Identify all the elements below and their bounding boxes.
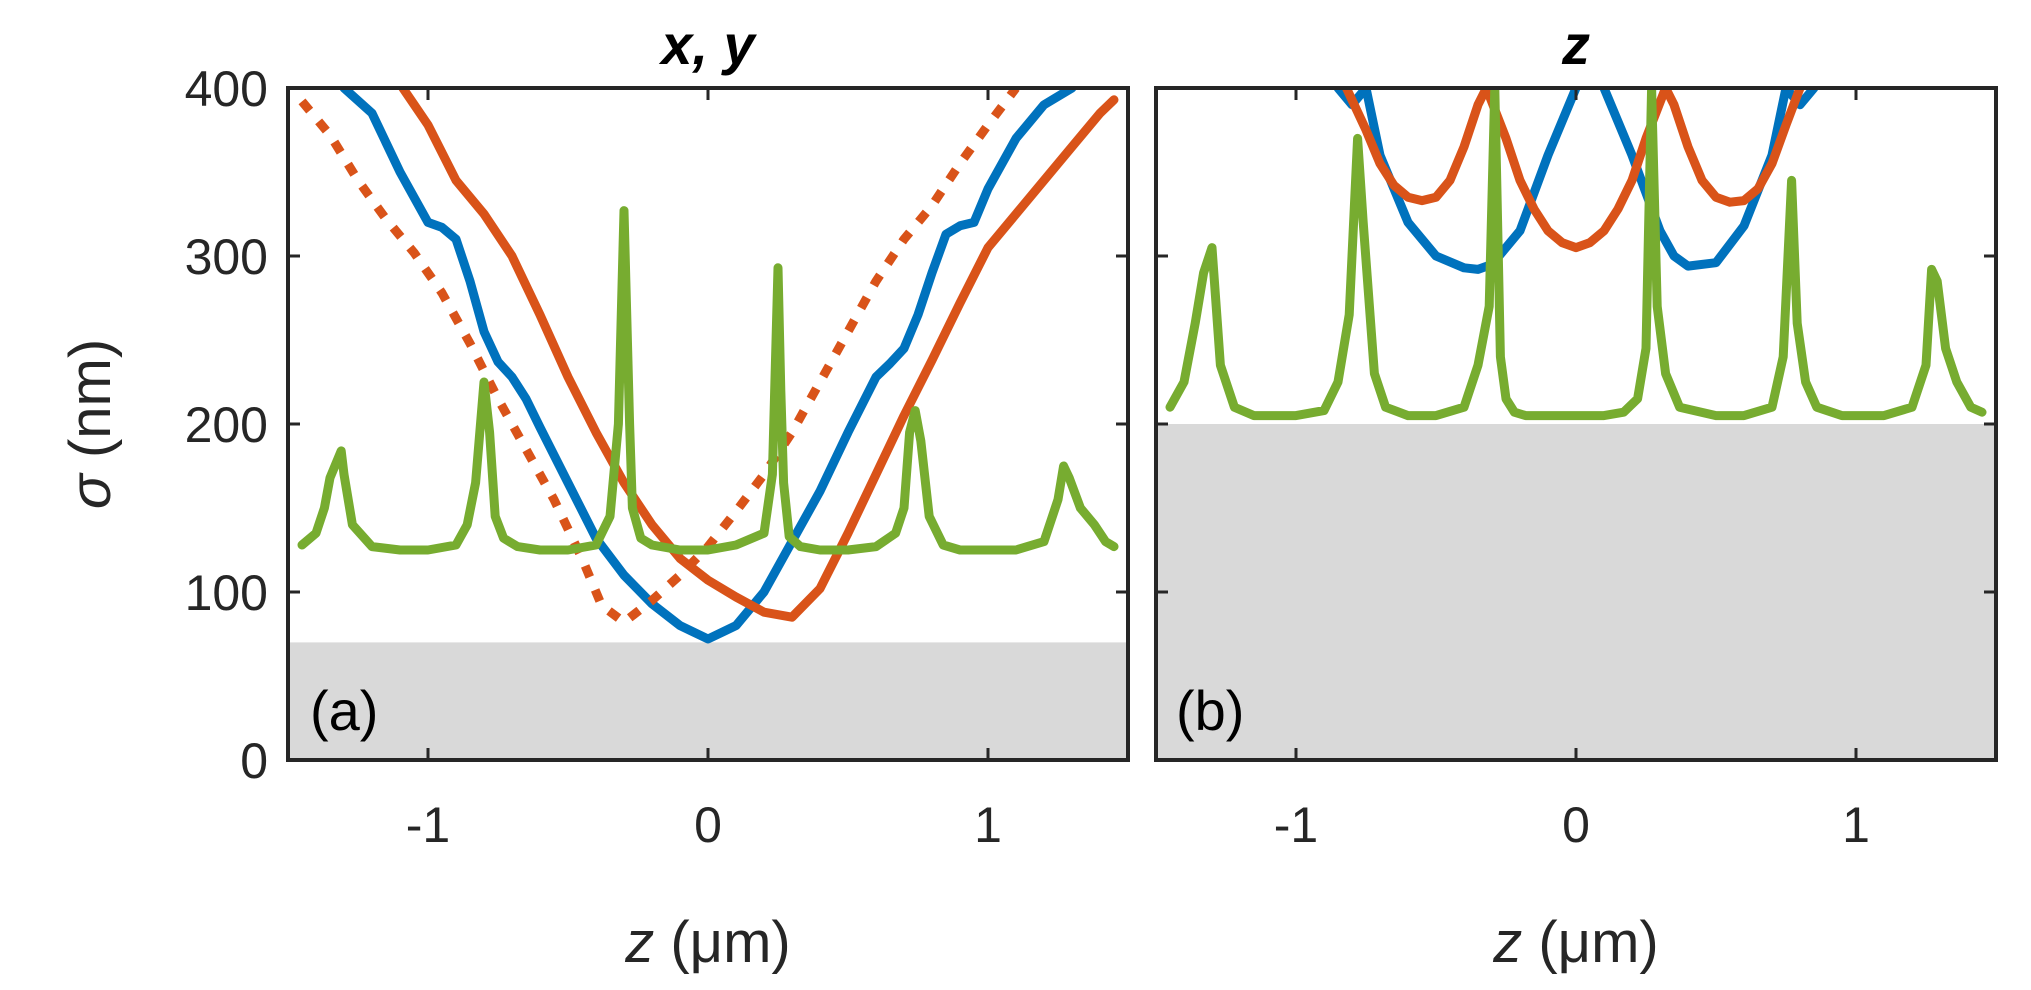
panel-b-shaded-region (1156, 424, 1996, 760)
panel-a-y-tick-label: 200 (185, 397, 268, 453)
panel-a-series-orange-dotted (298, 88, 1020, 627)
panel-a-ylabel: σ (nm) (58, 339, 123, 509)
panel-a-y-tick-label: 0 (240, 733, 268, 789)
panel-a-y-tick-label: 300 (185, 229, 268, 285)
panel-b-xlabel-unit: (μm) (1522, 910, 1658, 975)
panel-a-letter: (a) (310, 679, 378, 742)
panel-b-x-tick-label: 0 (1562, 797, 1590, 853)
panel-b-series-orange-2 (1481, 88, 1671, 253)
panel-a-ylabel-var: σ (58, 472, 123, 509)
panel-a-series-green (297, 206, 1119, 555)
panel-a-series-blue (339, 88, 1077, 644)
panel-b-title: z (1561, 13, 1590, 76)
panel-a-series-group (297, 88, 1119, 644)
panel-b-series-green (1165, 88, 1987, 421)
panel-a-y-tick-label: 100 (185, 565, 268, 621)
panel-a-title: x, y (658, 13, 757, 76)
panel-a-x-tick-label: 1 (974, 797, 1002, 853)
panel-a-ticks: -1 0 1 0 100 200 300 400 (185, 61, 1128, 853)
panel-b-series-orange-1 (1341, 88, 1491, 206)
panel-b-series-blue-left (1333, 88, 1581, 274)
panel-a-x-tick-label: 0 (694, 797, 722, 853)
panel-b-series-orange-3 (1661, 88, 1805, 207)
panel-b-xlabel-var: z (1492, 910, 1522, 975)
panel-b-ticks: -1 0 1 (1156, 86, 1996, 853)
panel-a-xlabel-unit: (μm) (654, 910, 790, 975)
panel-b: -1 0 1 z (b) z (μm) (1154, 13, 1998, 975)
panel-b-x-tick-label: -1 (1274, 797, 1318, 853)
panel-a-xlabel-var: z (624, 910, 654, 975)
panel-a-y-tick-label: 400 (185, 61, 268, 117)
panel-b-series-group (1165, 88, 1987, 421)
panel-a-x-tick-label: -1 (406, 797, 450, 853)
panel-a: -1 0 1 0 100 200 300 400 x, y (a) z (μm) σ (nm) (58, 13, 1130, 975)
panel-b-xlabel: z (μm) (1492, 910, 1658, 975)
panel-b-letter: (b) (1176, 679, 1244, 742)
panel-a-xlabel: z (μm) (624, 910, 790, 975)
panel-a-ylabel-unit: (nm) (58, 339, 123, 474)
panel-a-series-orange (398, 88, 1119, 622)
panel-a-shaded-region (288, 642, 1128, 760)
panel-b-x-tick-label: 1 (1842, 797, 1870, 853)
